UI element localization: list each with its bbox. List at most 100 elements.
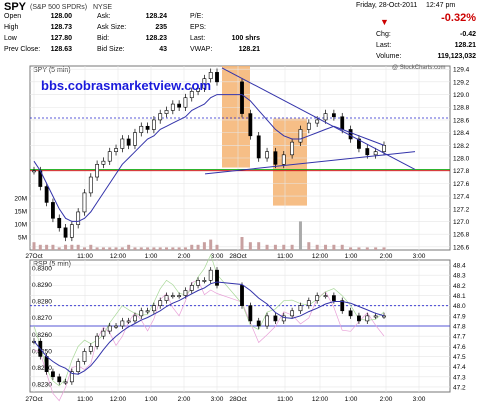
quote-value: 128.21: [238, 46, 260, 53]
rsp-bar-body: [189, 285, 194, 291]
rsp-bar-body: [164, 295, 169, 301]
quote-value: 128.23: [145, 35, 167, 42]
volume-tick-label: 15M: [14, 209, 27, 216]
rsp-bar-body: [281, 315, 286, 322]
quote-value: 100 shrs: [231, 35, 260, 42]
rsp-bar-body: [306, 300, 311, 306]
price-tick-label: 127.6: [453, 181, 470, 188]
volume-bar: [76, 244, 80, 250]
quote-value: 127.80: [50, 35, 72, 42]
down-arrow-icon: ▼: [380, 17, 389, 27]
price-tick-label: 129.0: [453, 92, 470, 99]
volume-bar: [290, 244, 294, 250]
rsp-bar-body: [357, 315, 361, 322]
price-tick-label: 129.2: [453, 79, 470, 86]
quote-label: Ask Size:: [97, 24, 127, 31]
candle-body: [202, 78, 207, 89]
candle-body: [348, 129, 353, 140]
x-tick-label: 2:00: [178, 253, 191, 260]
volume-bar: [382, 247, 386, 250]
candle-body: [183, 97, 188, 108]
quote-row: Ask: 128.24: [97, 13, 167, 24]
rsp-bar-body: [248, 305, 253, 322]
volume-bar: [349, 247, 353, 250]
volume-bar: [196, 244, 200, 250]
candle-body: [273, 151, 278, 165]
price-tick-label: 128.6: [453, 117, 470, 124]
rsp-bar-body: [183, 290, 188, 296]
candle-body: [208, 72, 213, 79]
candle-body: [365, 148, 370, 156]
candle-body: [139, 125, 144, 133]
candle-body: [151, 119, 156, 130]
quote-date: Friday, 28-Oct-2011: [356, 2, 418, 9]
price-tick-label: 129.4: [453, 67, 470, 74]
price-tick-label: 127.0: [453, 219, 470, 226]
rsp-bar-body: [365, 315, 370, 322]
volume-bar: [114, 247, 118, 250]
volume-bar: [332, 244, 336, 250]
x-tick-label: 11:00: [77, 396, 93, 403]
quote-label: Ask:: [97, 13, 111, 20]
rsp-bar-body: [95, 335, 100, 347]
volume-bar: [374, 247, 378, 250]
candle-body: [126, 138, 131, 146]
volume-bar: [95, 247, 99, 250]
volume-bar: [120, 247, 124, 250]
rsp-bar-body: [120, 320, 125, 327]
candle-body: [189, 91, 194, 99]
exchange: NYSE: [93, 4, 113, 11]
candle-body: [44, 186, 49, 203]
volume-bar: [282, 244, 286, 250]
price-tick-label: 128.4: [453, 130, 470, 137]
rsp-bar-body: [256, 320, 261, 327]
volume-bar: [257, 242, 261, 250]
quote-time: 12:47 pm: [426, 2, 456, 9]
ticker-name: (S&P 500 SPDRs): [30, 4, 88, 11]
volume-bar: [209, 239, 213, 250]
rsp-bar-body: [101, 330, 106, 337]
rsp-bar-body: [340, 300, 345, 312]
volume-bar: [298, 221, 302, 250]
quote-column-3: P/E: EPS: Last: 100 shrs VWAP: 128.21: [190, 13, 260, 57]
rsp-right-tick-label: 47.3: [453, 374, 466, 381]
stock-chart: SPY (5 min) 129.4 129.2 129.0 128.8 128.6 128.…: [14, 65, 470, 403]
quote-row: VWAP: 128.21: [190, 46, 260, 57]
quote-label: High: [4, 24, 19, 31]
quote-label: Prev Close:: [4, 46, 41, 53]
candle-body: [373, 151, 378, 156]
rsp-bar-body: [323, 295, 328, 298]
x-tick-label: 1:00: [345, 253, 358, 260]
quote-row: Chg: -0.42: [376, 31, 476, 42]
volume-tick-label: 20M: [14, 196, 27, 203]
rsp-bar-body: [158, 300, 163, 306]
rsp-bar-body: [298, 305, 303, 312]
x-tick-label: 28Oct: [229, 253, 247, 260]
volume-bar: [152, 247, 156, 250]
candle-body: [158, 113, 163, 121]
quote-value: 128.21: [454, 42, 476, 49]
ticker-symbol: SPY: [4, 1, 27, 13]
quote-label: Chg:: [376, 31, 391, 38]
volume-bar: [365, 247, 369, 250]
x-tick-label: 11:00: [277, 253, 293, 260]
rsp-bar-body: [273, 315, 278, 322]
quote-row: Volume: 119,123,032: [376, 53, 476, 64]
triangle-upper-trendline: [221, 67, 416, 170]
rsp-left-tick-label: 0.8240: [32, 365, 52, 372]
x-tick-label: 3:00: [413, 396, 426, 403]
quote-value: 128.73: [50, 24, 72, 31]
candle-body: [256, 135, 261, 159]
candle-body: [95, 164, 100, 178]
volume-bar: [324, 244, 328, 250]
rsp-right-tick-label: 47.9: [453, 313, 466, 320]
rsp-bar-body: [348, 310, 353, 317]
candle-body: [248, 113, 253, 137]
volume-bar: [307, 242, 311, 250]
candle-body: [164, 110, 169, 114]
volume-bar: [171, 247, 175, 250]
quote-row: Prev Close: 128.63: [4, 46, 72, 57]
candle-body: [170, 103, 175, 111]
quote-row: Last: 128.21: [376, 42, 476, 53]
quote-row: Open 128.00: [4, 13, 72, 24]
